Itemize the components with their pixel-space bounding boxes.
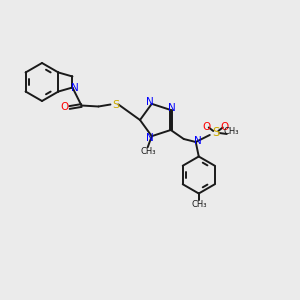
Text: N: N [146, 133, 154, 143]
Text: S: S [212, 127, 219, 140]
Text: N: N [146, 97, 154, 107]
Text: S: S [112, 100, 119, 110]
Text: O: O [220, 122, 229, 132]
Text: N: N [168, 103, 176, 113]
Text: N: N [194, 136, 202, 146]
Text: N: N [71, 83, 79, 93]
Text: O: O [60, 101, 69, 112]
Text: O: O [202, 122, 211, 132]
Text: CH₃: CH₃ [191, 200, 206, 209]
Text: CH₃: CH₃ [224, 128, 239, 136]
Text: CH₃: CH₃ [140, 147, 156, 156]
